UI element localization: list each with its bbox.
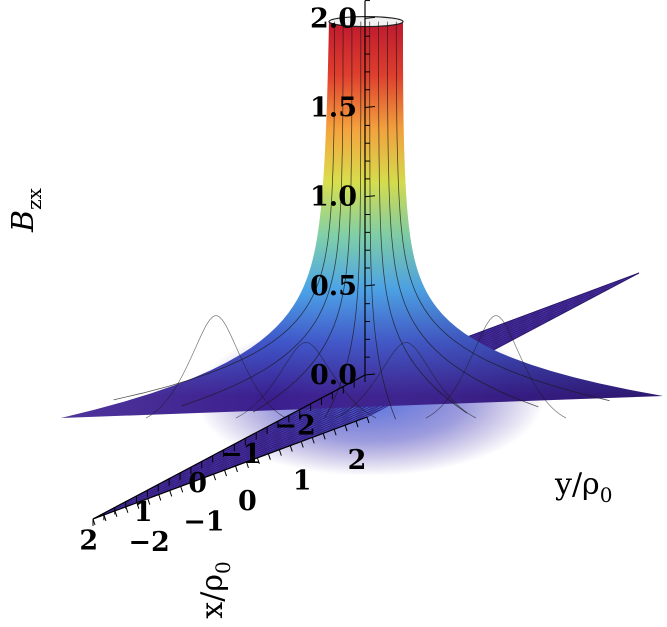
- y-tick-label: −2: [128, 527, 169, 558]
- y-tick-mark: [136, 502, 140, 509]
- y-tick-mark: [289, 445, 293, 452]
- z-tick-label: 0.0: [310, 360, 357, 391]
- y-tick-mark: [245, 461, 249, 469]
- peak-top-cap: [328, 15, 404, 28]
- y-tick-mark: [147, 498, 151, 505]
- z-tick-mark: [364, 16, 376, 19]
- z-tick-label: 1.5: [310, 93, 357, 124]
- y-axis-label: y/ρ0: [554, 467, 612, 507]
- y-tick-mark: [300, 441, 304, 448]
- peak-mesh-line: [113, 21, 335, 401]
- z-tick-mark: [364, 106, 376, 109]
- z-tick-label: 2.0: [310, 3, 357, 34]
- y-tick-mark: [158, 494, 162, 501]
- x-axis-label-main: x/ρ: [195, 574, 230, 619]
- z-tick-label: 1.0: [310, 182, 357, 213]
- y-tick-mark: [180, 486, 184, 493]
- peak-mesh-line: [145, 315, 287, 419]
- y-tick-mark: [169, 490, 173, 497]
- peak-mesh-line: [369, 21, 397, 420]
- y-tick-label: 1: [293, 466, 312, 497]
- y-tick-mark: [267, 453, 271, 460]
- peak-surface: [61, 15, 663, 418]
- y-tick-mark: [355, 420, 359, 428]
- y-tick-mark: [92, 518, 96, 526]
- x-axis-line: [92, 374, 366, 520]
- peak-mesh-line: [335, 341, 477, 419]
- z-axis-label-main: B: [6, 210, 41, 233]
- z-tick-mark: [364, 373, 376, 376]
- peak-mesh-line: [378, 21, 468, 414]
- x-axis-label-sub: 0: [211, 561, 235, 574]
- y-tick-mark: [125, 506, 129, 513]
- peak-shading: [61, 21, 663, 418]
- peak-mesh: [113, 21, 610, 420]
- peak-mesh-line: [425, 315, 567, 419]
- y-axis-label-sub: 0: [600, 483, 613, 507]
- y-tick-mark: [311, 437, 315, 444]
- svg-text:Bzx: Bzx: [6, 187, 46, 233]
- z-tick-mark: [364, 284, 376, 287]
- svg-text:x/ρ0: x/ρ0: [195, 561, 235, 618]
- axes: 0.0 0.5 1.0 1.5 2.0 −2 −1 0 1 2 −2 −1 0 1 2: [79, 0, 376, 558]
- z-axis-label-sub: zx: [22, 187, 46, 210]
- y-tick-mark: [235, 465, 238, 473]
- x-tick-label: 0: [188, 468, 207, 499]
- peak-mesh-line: [235, 341, 377, 419]
- y-tick-mark: [213, 473, 217, 481]
- y-tick-mark: [333, 429, 337, 436]
- y-tick-mark: [202, 478, 206, 485]
- peak-mesh-line: [387, 21, 539, 408]
- y-axis-label-main: y/ρ: [554, 467, 600, 502]
- x-tick-label: 1: [134, 497, 153, 528]
- y-tick-mark: [256, 457, 260, 464]
- z-axis-label: Bzx: [6, 187, 46, 233]
- x-tick-label: −1: [220, 439, 261, 470]
- peak-mesh-line: [395, 21, 610, 402]
- x-tick-label: 2: [79, 526, 98, 557]
- y-tick-mark: [278, 449, 282, 456]
- y-tick-label: 2: [348, 445, 367, 476]
- y-tick-label: −1: [183, 506, 224, 537]
- y-tick-mark: [191, 482, 195, 489]
- y-tick-mark: [344, 425, 348, 432]
- y-tick-label: 0: [238, 486, 257, 517]
- y-tick-mark: [114, 510, 118, 517]
- y-tick-mark: [224, 469, 227, 477]
- y-tick-mark: [366, 416, 370, 424]
- y-tick-mark: [103, 514, 107, 522]
- x-tick-label: −2: [274, 410, 315, 441]
- x-axis-label: x/ρ0: [195, 561, 235, 618]
- z-tick-mark: [364, 195, 376, 198]
- y-axis-line: [92, 416, 368, 520]
- y-tick-mark: [322, 433, 326, 440]
- z-tick-label: 0.5: [310, 271, 357, 302]
- peak-mesh-line: [252, 21, 353, 413]
- peak-mesh-line: [324, 21, 362, 419]
- peak-mesh-line: [181, 21, 344, 407]
